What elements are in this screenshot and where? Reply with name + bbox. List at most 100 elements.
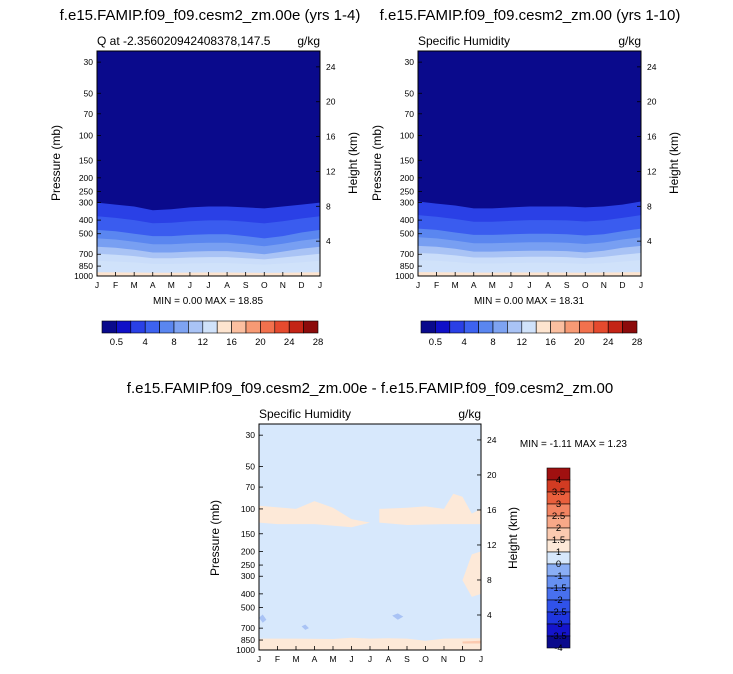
- y2-tick-label: 4: [326, 236, 331, 246]
- x-tick-label: O: [261, 280, 268, 290]
- y-tick-label: 200: [400, 173, 414, 183]
- y2-tick-label: 4: [647, 236, 652, 246]
- panel-top-left: f.e15.FAMIP.f09_f09.cesm2_zm.00e (yrs 1-…: [49, 7, 360, 348]
- contour-region: [301, 624, 309, 630]
- y-tick-label: 700: [79, 249, 93, 259]
- colorbar-label: 20: [574, 337, 585, 348]
- colorbar-label: 8: [490, 337, 495, 348]
- x-tick-label: M: [292, 654, 299, 664]
- colorbar-label: 28: [632, 337, 643, 348]
- y-tick-label: 500: [400, 229, 414, 239]
- contour-region: [259, 614, 267, 623]
- y2-tick-label: 12: [647, 166, 657, 176]
- y2-tick-label: 20: [326, 97, 336, 107]
- contour-fills: [97, 51, 320, 276]
- colorbar-swatch: [420, 320, 436, 334]
- colorbar-label: 12: [517, 337, 528, 348]
- y-tick-label: 150: [79, 155, 93, 165]
- y-tick-label: 850: [241, 635, 255, 645]
- colorbar-swatch: [435, 320, 451, 334]
- colorbar-label: 0: [556, 559, 561, 570]
- x-tick-label: F: [434, 280, 439, 290]
- colorbar-swatch: [245, 320, 261, 334]
- y-tick-label: 700: [241, 623, 255, 633]
- colorbar-swatch: [492, 320, 508, 334]
- panel-title: f.e15.FAMIP.f09_f09.cesm2_zm.00e - f.e15…: [127, 380, 613, 397]
- colorbar-label: 12: [198, 337, 209, 348]
- colorbar-swatch: [101, 320, 117, 334]
- colorbar-swatch: [188, 320, 204, 334]
- colorbar-label: 20: [255, 337, 266, 348]
- colorbar-label: 4: [143, 337, 148, 348]
- x-tick-label: D: [619, 280, 625, 290]
- y2-tick-label: 8: [647, 201, 652, 211]
- colorbar-swatch: [288, 320, 304, 334]
- y-tick-label: 300: [79, 198, 93, 208]
- x-tick-label: J: [416, 280, 420, 290]
- x-tick-label: F: [275, 654, 280, 664]
- colorbar-label: 28: [313, 337, 324, 348]
- colorbar-label: 4: [462, 337, 467, 348]
- y-tick-label: 150: [400, 155, 414, 165]
- y2-tick-label: 24: [487, 435, 497, 445]
- colorbar-label: 2: [556, 523, 561, 534]
- colorbar-swatch: [546, 635, 571, 649]
- panel-top-right: f.e15.FAMIP.f09_f09.cesm2_zm.00 (yrs 1-1…: [370, 7, 681, 348]
- colorbar-swatch: [130, 320, 146, 334]
- colorbar-swatch: [173, 320, 189, 334]
- colorbar-label: 3.5: [552, 487, 565, 498]
- panel-title: f.e15.FAMIP.f09_f09.cesm2_zm.00 (yrs 1-1…: [380, 7, 681, 24]
- contour-region: [462, 551, 481, 597]
- y-tick-label: 300: [241, 571, 255, 581]
- y2-axis-label: Height (km): [346, 132, 360, 194]
- x-tick-label: J: [509, 280, 513, 290]
- y-tick-label: 200: [79, 173, 93, 183]
- y-tick-label: 70: [246, 482, 256, 492]
- contour-fills: [418, 51, 641, 276]
- y-tick-label: 250: [400, 186, 414, 196]
- y-tick-label: 200: [241, 546, 255, 556]
- colorbar-label: 1: [556, 547, 561, 558]
- x-tick-label: O: [582, 280, 589, 290]
- colorbar-label: 16: [226, 337, 237, 348]
- min-max-label: MIN = -1.11 MAX = 1.23: [520, 439, 628, 450]
- colorbar-swatch: [535, 320, 551, 334]
- min-max-label: MIN = 0.00 MAX = 18.85: [153, 296, 263, 307]
- contour-band: [259, 424, 481, 650]
- y-tick-label: 250: [241, 560, 255, 570]
- x-tick-label: O: [422, 654, 429, 664]
- x-tick-label: J: [257, 654, 261, 664]
- y-tick-label: 300: [400, 198, 414, 208]
- y2-tick-label: 8: [487, 575, 492, 585]
- contour-region: [259, 501, 370, 528]
- colorbar-swatch: [507, 320, 523, 334]
- units-label: g/kg: [618, 34, 641, 48]
- y-tick-label: 70: [84, 109, 94, 119]
- y-tick-label: 100: [400, 131, 414, 141]
- y2-tick-label: 20: [487, 470, 497, 480]
- x-tick-label: M: [452, 280, 459, 290]
- y-tick-label: 100: [241, 504, 255, 514]
- colorbar-swatch: [622, 320, 638, 334]
- y-tick-label: 30: [84, 57, 94, 67]
- colorbar-swatch: [478, 320, 494, 334]
- y2-axis-label: Height (km): [506, 507, 520, 569]
- y-tick-label: 30: [246, 430, 256, 440]
- x-tick-label: S: [564, 280, 570, 290]
- colorbar-label: 0.5: [110, 337, 123, 348]
- x-tick-label: D: [298, 280, 304, 290]
- colorbar-swatch: [579, 320, 595, 334]
- y-tick-label: 100: [79, 131, 93, 141]
- colorbar-swatch: [521, 320, 537, 334]
- plot-area: 3050701001502002503004005007008501000242…: [236, 423, 497, 664]
- x-tick-label: J: [479, 654, 483, 664]
- x-tick-label: J: [95, 280, 99, 290]
- colorbar-swatch: [449, 320, 465, 334]
- y-tick-label: 50: [246, 461, 256, 471]
- x-tick-label: A: [471, 280, 477, 290]
- colorbar-label: -2.5: [550, 607, 566, 618]
- y2-axis-label: Height (km): [667, 132, 681, 194]
- plot-area: 3050701001502002503004005007008501000242…: [74, 50, 336, 290]
- colorbar-label: 16: [545, 337, 556, 348]
- y2-tick-label: 16: [487, 505, 497, 515]
